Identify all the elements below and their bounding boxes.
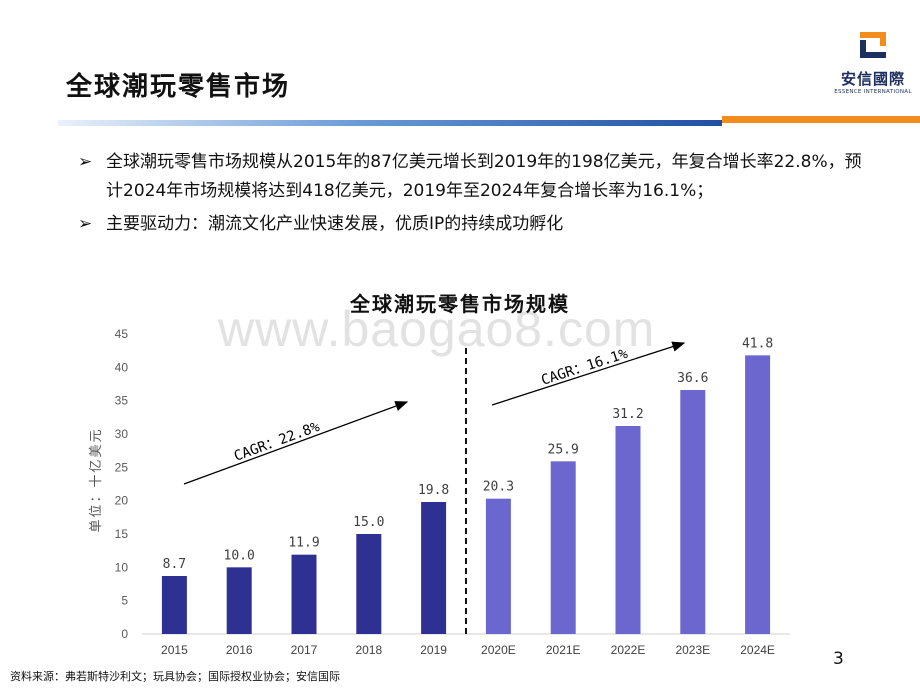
y-tick-label: 0: [121, 627, 128, 641]
logo-english-name: ESSENCE INTERNATIONAL: [834, 89, 912, 95]
chart-title: 全球潮玩零售市场规模: [350, 292, 570, 316]
bar-value-label: 25.9: [548, 442, 579, 457]
bar: [485, 498, 511, 634]
bullet-list: ➢ 全球潮玩零售市场规模从2015年的87亿美元增长到2019年的198亿美元，…: [78, 148, 878, 243]
x-tick-label: 2017: [291, 643, 318, 657]
bar: [550, 461, 576, 634]
company-logo: 安信國際 ESSENCE INTERNATIONAL: [832, 30, 914, 100]
cagr-arrow: [183, 401, 409, 485]
x-tick-label: 2020E: [481, 643, 516, 657]
bar: [356, 534, 382, 634]
arrow-bullet-icon: ➢: [78, 152, 93, 172]
bullet-item: ➢ 主要驱动力：潮流文化产业快速发展，优质IP的持续成功孵化: [78, 210, 878, 239]
x-tick-label: 2018: [355, 643, 382, 657]
page-number: 3: [833, 649, 844, 669]
x-tick-label: 2024E: [740, 643, 775, 657]
y-tick-label: 5: [121, 594, 128, 608]
cagr-arrow: [491, 341, 686, 406]
x-tick-label: 2015: [161, 643, 188, 657]
y-tick-label: 25: [115, 460, 129, 474]
header-divider-orange: [722, 116, 920, 123]
bar-value-label: 41.8: [742, 336, 773, 351]
y-tick-label: 45: [115, 327, 129, 341]
x-tick-label: 2022E: [611, 643, 646, 657]
bar: [745, 355, 771, 634]
y-tick-label: 30: [115, 427, 129, 441]
bullet-item: ➢ 全球潮玩零售市场规模从2015年的87亿美元增长到2019年的198亿美元，…: [78, 148, 878, 206]
logo-mark-icon: [860, 32, 886, 58]
bar: [226, 567, 252, 634]
x-tick-label: 2016: [226, 643, 253, 657]
bar-value-label: 20.3: [483, 480, 514, 495]
y-tick-label: 10: [115, 560, 129, 574]
y-tick-label: 40: [115, 360, 129, 374]
x-tick-label: 2019: [420, 643, 447, 657]
bullet-text: 全球潮玩零售市场规模从2015年的87亿美元增长到2019年的198亿美元，年复…: [106, 152, 862, 201]
bar: [161, 576, 187, 634]
bar: [421, 502, 447, 634]
x-tick-label: 2021E: [546, 643, 581, 657]
bar-value-label: 11.9: [288, 536, 319, 551]
bar-value-label: 19.8: [418, 483, 449, 498]
watermark: www.baogao8.com: [218, 301, 656, 357]
source-note: 资料来源：弗若斯特沙利文；玩具协会；国际授权业协会；安信国际: [10, 670, 340, 683]
y-tick-label: 35: [115, 394, 129, 408]
cagr-label: CAGR：22.8%: [232, 419, 322, 465]
bullet-text: 主要驱动力：潮流文化产业快速发展，优质IP的持续成功孵化: [106, 214, 564, 234]
cagr-label: CAGR：16.1%: [539, 346, 630, 389]
y-tick-label: 20: [115, 494, 129, 508]
bar: [291, 554, 317, 634]
arrow-bullet-icon: ➢: [78, 214, 93, 234]
header-divider-blue: [58, 120, 722, 126]
bar-value-label: 31.2: [612, 407, 643, 422]
logo-chinese-name: 安信國際: [840, 70, 905, 88]
y-tick-label: 15: [115, 527, 129, 541]
page-title: 全球潮玩零售市场: [66, 72, 291, 102]
bar-value-label: 8.7: [163, 557, 186, 572]
bar: [615, 426, 641, 634]
x-tick-label: 2023E: [675, 643, 710, 657]
bar: [680, 390, 706, 634]
bar-value-label: 36.6: [677, 371, 708, 386]
bar-value-label: 10.0: [224, 548, 255, 563]
y-axis-label: 单位：十亿美元: [89, 427, 104, 532]
bar-value-label: 15.0: [353, 515, 384, 530]
